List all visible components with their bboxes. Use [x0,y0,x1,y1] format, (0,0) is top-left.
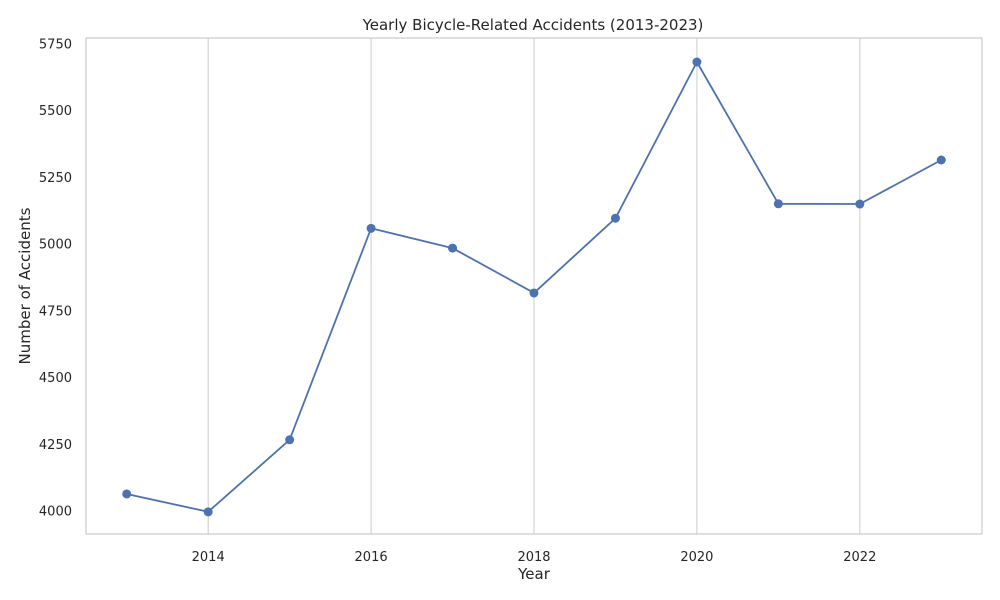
y-tick-label: 4250 [39,438,72,453]
x-tick-label: 2016 [355,550,388,565]
data-point [692,57,702,67]
data-point [366,223,376,233]
y-tick-label: 5000 [39,238,72,253]
y-tick-label: 5500 [39,104,72,119]
x-tick-label: 2020 [680,550,713,565]
y-tick-label: 4750 [39,304,72,319]
data-point [122,489,132,499]
x-tick-label: 2022 [843,550,876,565]
x-tick-label: 2018 [517,550,550,565]
data-point [448,243,458,253]
data-point [203,507,213,517]
data-point [936,155,946,165]
y-axis-label: Number of Accidents [16,207,34,364]
data-point [285,435,295,445]
x-axis-ticks: 2014 2016 2018 2020 2022 [192,550,877,565]
y-tick-label: 5750 [39,37,72,52]
chart-title: Yearly Bicycle-Related Accidents (2013-2… [362,16,704,34]
data-point [610,213,620,223]
x-axis-label: Year [517,565,551,583]
grid-layer [207,38,861,534]
y-tick-label: 4000 [39,505,72,520]
data-point [529,288,539,298]
data-point [855,199,865,209]
plot-frame [85,37,983,535]
y-tick-label: 5250 [39,171,72,186]
data-point [773,199,783,209]
series-layer [122,57,946,517]
y-axis-ticks: 4000 4250 4500 4750 5000 5250 5500 5750 [39,37,72,519]
x-tick-label: 2014 [192,550,225,565]
y-tick-label: 4500 [39,371,72,386]
